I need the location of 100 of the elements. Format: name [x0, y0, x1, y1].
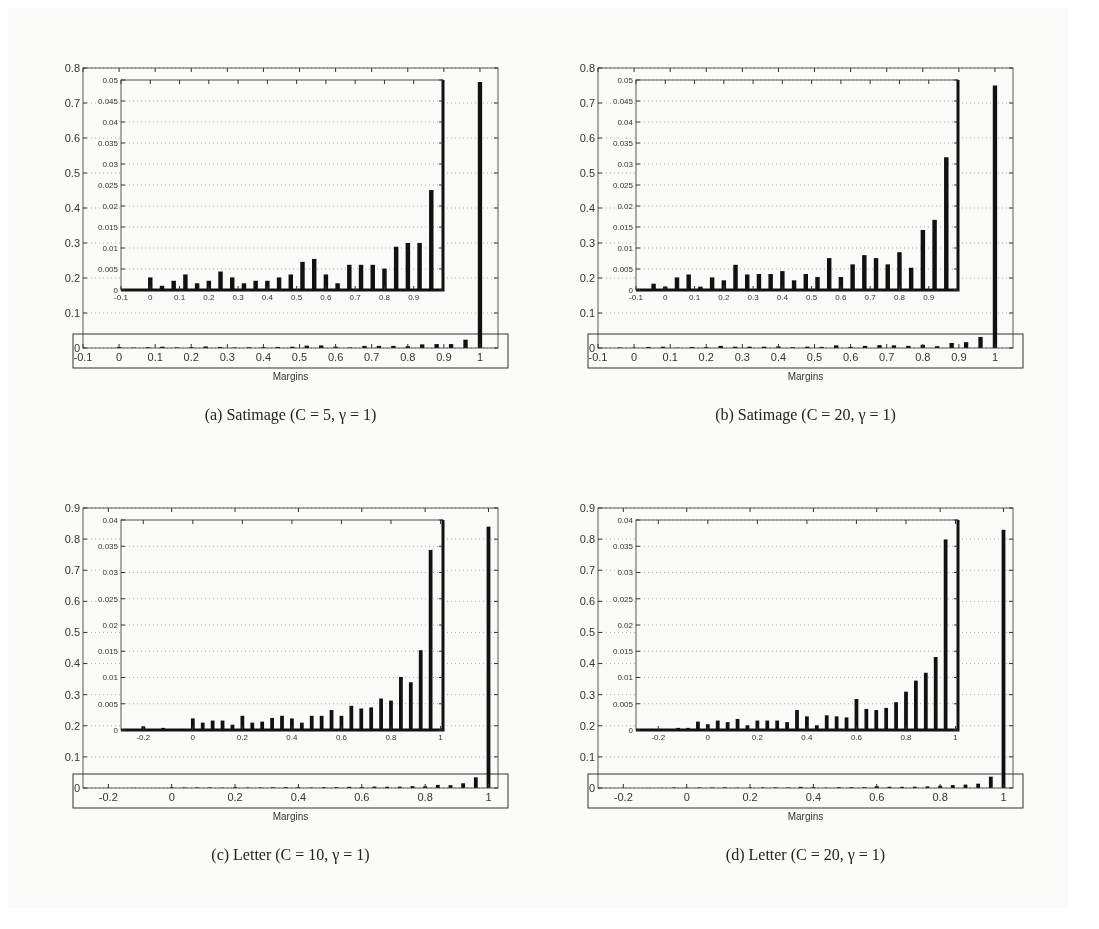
y-tick-label: 0.025	[612, 180, 634, 190]
y-tick-label: 0.1	[64, 750, 80, 763]
x-tick-label: 0.6	[320, 293, 333, 302]
x-tick-label: 0.5	[291, 351, 308, 363]
x-tick-label: 0.5	[806, 293, 818, 302]
y-tick-label: 0.1	[64, 306, 80, 319]
y-tick-label: 0.5	[64, 166, 80, 179]
x-tick-label: 0.8	[915, 351, 931, 363]
y-tick-label: 0.025	[97, 180, 119, 190]
x-tick-label: -0.2	[136, 733, 151, 742]
x-tick-label: 0.6	[835, 293, 848, 302]
y-tick-label: 0.4	[64, 201, 80, 214]
y-tick-label: 0.005	[612, 699, 634, 709]
x-tick-label: 0	[168, 791, 175, 803]
text: (b) Satimage (C = 20, γ = 1)	[715, 406, 896, 424]
y-tick-label: 0.3	[64, 236, 80, 249]
x-tick-label: 0.8	[900, 733, 913, 742]
y-tick-label: 0.035	[612, 138, 634, 148]
x-tick-label: 0.2	[751, 733, 764, 742]
x-tick-label: 0.8	[893, 293, 906, 302]
y-tick-label: 0.005	[97, 264, 119, 274]
y-tick-label: 0.4	[579, 201, 595, 214]
y-tick-label: 0.4	[579, 657, 595, 670]
x-tick-label: 1	[485, 791, 492, 803]
y-tick-label: 0.9	[64, 501, 80, 514]
text: (c) Letter (C = 10, γ = 1)	[211, 846, 370, 864]
x-tick-label: 0	[148, 293, 154, 302]
x-tick-label: -0.2	[98, 791, 118, 803]
x-tick-label: 0.8	[417, 791, 433, 803]
y-tick-label: 0.04	[102, 117, 119, 127]
y-tick-label: 0.025	[612, 594, 634, 604]
x-tick-label: 0.4	[776, 293, 789, 302]
x-tick-label: 0.6	[327, 351, 344, 363]
y-tick-label: 0.015	[97, 222, 119, 232]
y-tick-label: 0	[113, 725, 119, 735]
x-tick-label: 0.9	[951, 351, 967, 363]
x-tick-label: 0.4	[770, 351, 787, 363]
x-tick-label: 0.9	[923, 293, 935, 302]
y-tick-label: 0.04	[617, 117, 634, 127]
x-tick-label: 1	[953, 733, 959, 742]
x-tick-label: 0.8	[400, 351, 416, 363]
x-tick-label: 0.2	[183, 351, 199, 363]
x-tick-label: 0.4	[286, 733, 299, 742]
y-tick-label: 0.4	[64, 657, 80, 670]
x-tick-label: 0.9	[408, 293, 420, 302]
y-tick-label: 0.2	[579, 719, 595, 732]
y-tick-label: 0.8	[579, 532, 595, 545]
x-tick-label: 0.4	[801, 733, 814, 742]
y-tick-label: 0.1	[579, 306, 595, 319]
x-tick-label: 0.8	[932, 791, 948, 803]
y-tick-label: 0	[73, 781, 80, 794]
x-tick-label: 0.3	[734, 351, 750, 363]
x-tick-label: 0.7	[364, 351, 380, 363]
y-tick-label: 0	[628, 285, 634, 295]
x-tick-label: 1	[476, 351, 484, 363]
y-tick-label: 0.02	[102, 620, 119, 630]
x-tick-label: 0.5	[806, 351, 823, 363]
x-tick-label: 0.2	[227, 791, 243, 803]
y-tick-label: 0.005	[97, 699, 119, 709]
x-tick-label: 0.1	[147, 351, 163, 363]
x-tick-label: 0.3	[219, 351, 235, 363]
y-tick-label: 0.3	[579, 688, 595, 701]
x-tick-label: 0.6	[850, 733, 863, 742]
y-tick-label: 0.035	[97, 138, 119, 148]
y-tick-label: 0.1	[579, 750, 595, 763]
y-tick-label: 0.015	[612, 222, 634, 232]
x-tick-label: 0.6	[335, 733, 348, 742]
x-tick-label: 0	[705, 733, 711, 742]
y-tick-label: 0.035	[97, 542, 119, 552]
x-tick-label: 0.6	[354, 791, 370, 803]
x-tick-label: -0.1	[73, 351, 93, 363]
y-tick-label: 0.7	[64, 564, 80, 577]
x-tick-label: 0.2	[698, 351, 714, 363]
y-tick-label: 0.05	[617, 75, 634, 85]
x-tick-label: -0.1	[114, 293, 129, 302]
y-tick-label: 0.9	[579, 501, 595, 514]
y-tick-label: 0.03	[617, 159, 634, 169]
y-tick-label: 0	[588, 781, 595, 794]
y-tick-label: 0	[73, 341, 80, 354]
y-tick-label: 0.5	[64, 626, 80, 639]
y-tick-label: 0.01	[617, 243, 634, 253]
y-tick-label: 0.7	[579, 564, 595, 577]
x-tick-label: 0.8	[385, 733, 398, 742]
y-tick-label: 0.5	[579, 626, 595, 639]
text: (d) Letter (C = 20, γ = 1)	[725, 846, 886, 864]
x-tick-label: 0.6	[842, 351, 859, 363]
x-tick-label: 0.1	[688, 293, 701, 302]
x-tick-label: -0.1	[588, 351, 608, 363]
x-tick-label: 1	[991, 351, 999, 363]
y-tick-label: 0.01	[102, 673, 119, 683]
x-tick-label: 0.3	[747, 293, 760, 302]
y-tick-label: 0.8	[64, 532, 80, 545]
y-tick-label: 0.03	[102, 568, 119, 578]
x-tick-label: -0.2	[651, 733, 666, 742]
x-tick-label: 0.5	[291, 293, 303, 302]
y-tick-label: 0.7	[579, 96, 595, 109]
x-tick-label: 0	[683, 791, 690, 803]
x-tick-label: 0.8	[378, 293, 391, 302]
x-tick-label: 0.1	[173, 293, 186, 302]
y-tick-label: 0.015	[97, 647, 119, 657]
